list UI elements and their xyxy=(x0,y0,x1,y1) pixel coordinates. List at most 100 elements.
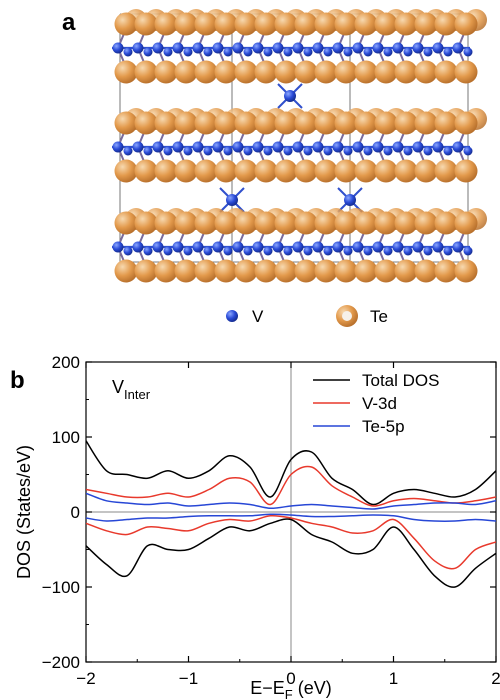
v-atom xyxy=(432,42,444,54)
te-atom xyxy=(174,211,198,235)
v-atom xyxy=(192,241,204,253)
v-atom xyxy=(412,42,424,54)
te-atom xyxy=(114,12,138,36)
v-atom xyxy=(232,141,244,153)
x-axis-label: E−EF (eV) xyxy=(250,678,332,700)
v-atom xyxy=(132,141,144,153)
x-tick-label: −2 xyxy=(76,669,95,688)
te-atom xyxy=(294,159,318,183)
v-atom xyxy=(232,241,244,253)
te-atom xyxy=(114,159,138,183)
v-atom xyxy=(292,241,304,253)
v-atom xyxy=(423,47,433,57)
v-atom xyxy=(132,241,144,253)
te-atom xyxy=(254,60,278,84)
v-atom xyxy=(183,146,193,156)
te-atom xyxy=(114,60,138,84)
v-atom xyxy=(292,42,304,54)
te-atom xyxy=(214,159,238,183)
v-atom xyxy=(152,141,164,153)
v-atom xyxy=(323,47,333,57)
v-intercalant-atom xyxy=(226,194,238,206)
legend-label: Total DOS xyxy=(362,371,439,390)
v-atom xyxy=(163,146,173,156)
te-atom xyxy=(254,259,278,283)
v-atom xyxy=(463,246,473,256)
te-atom xyxy=(114,111,138,135)
v-atom xyxy=(383,246,393,256)
v-atom xyxy=(203,47,213,57)
v-atom xyxy=(352,241,364,253)
v-atom xyxy=(412,241,424,253)
v-atom xyxy=(263,246,273,256)
v-atom xyxy=(172,141,184,153)
v-atom xyxy=(352,42,364,54)
te-atom xyxy=(234,211,258,235)
reference-lines xyxy=(86,362,496,662)
te-atom xyxy=(314,60,338,84)
v-atom xyxy=(283,146,293,156)
te-atom xyxy=(274,111,298,135)
v-atom xyxy=(303,47,313,57)
x-tick-label: 1 xyxy=(389,669,398,688)
te-atom xyxy=(354,211,378,235)
te-atom xyxy=(154,60,178,84)
dos-series-line-0 xyxy=(86,440,496,506)
v-atom xyxy=(123,146,133,156)
legend-label: Te-5p xyxy=(362,417,405,436)
v-atom xyxy=(343,146,353,156)
te-atom xyxy=(354,259,378,283)
te-atom xyxy=(434,60,458,84)
v-atom xyxy=(423,246,433,256)
y-tick-label: 200 xyxy=(52,353,80,372)
y-tick-label: −200 xyxy=(42,653,80,672)
y-tick-label: 0 xyxy=(71,503,80,522)
dos-legend: Total DOS V-3d Te-5p xyxy=(313,371,439,436)
v-atom xyxy=(363,47,373,57)
atom-legend: V Te xyxy=(226,305,388,327)
te-atom xyxy=(194,211,218,235)
te-atom xyxy=(434,12,458,36)
v-atom xyxy=(243,47,253,57)
te-atom xyxy=(134,12,158,36)
v-atom xyxy=(263,146,273,156)
te-atom xyxy=(234,159,258,183)
te-atom xyxy=(314,211,338,235)
te-atom xyxy=(154,211,178,235)
te-atom xyxy=(194,159,218,183)
te-atom xyxy=(414,12,438,36)
te-atom xyxy=(134,259,158,283)
te-atom-legend-highlight xyxy=(342,311,352,321)
te-atom xyxy=(354,159,378,183)
v-atom xyxy=(452,42,464,54)
dos-series xyxy=(86,440,496,588)
v-intercalant-atom xyxy=(344,194,356,206)
te-atom xyxy=(454,12,478,36)
te-atom xyxy=(314,111,338,135)
v-atom xyxy=(183,246,193,256)
te-atom xyxy=(294,12,318,36)
v-atom xyxy=(332,241,344,253)
te-atom xyxy=(374,259,398,283)
v-atom xyxy=(372,241,384,253)
te-atom xyxy=(154,12,178,36)
te-atom xyxy=(154,111,178,135)
v-atom xyxy=(172,42,184,54)
te-atom xyxy=(334,12,358,36)
v-atom xyxy=(143,246,153,256)
v-atom xyxy=(123,246,133,256)
te-atom xyxy=(214,211,238,235)
v-atom xyxy=(312,42,324,54)
te-atom xyxy=(294,211,318,235)
v-atom xyxy=(412,141,424,153)
v-atom xyxy=(363,146,373,156)
v-atom xyxy=(392,141,404,153)
te-atom xyxy=(134,111,158,135)
te-atom xyxy=(214,259,238,283)
v-atom xyxy=(203,246,213,256)
te-atom xyxy=(414,159,438,183)
te-atom xyxy=(274,60,298,84)
te-atom xyxy=(394,111,418,135)
v-atom xyxy=(312,241,324,253)
